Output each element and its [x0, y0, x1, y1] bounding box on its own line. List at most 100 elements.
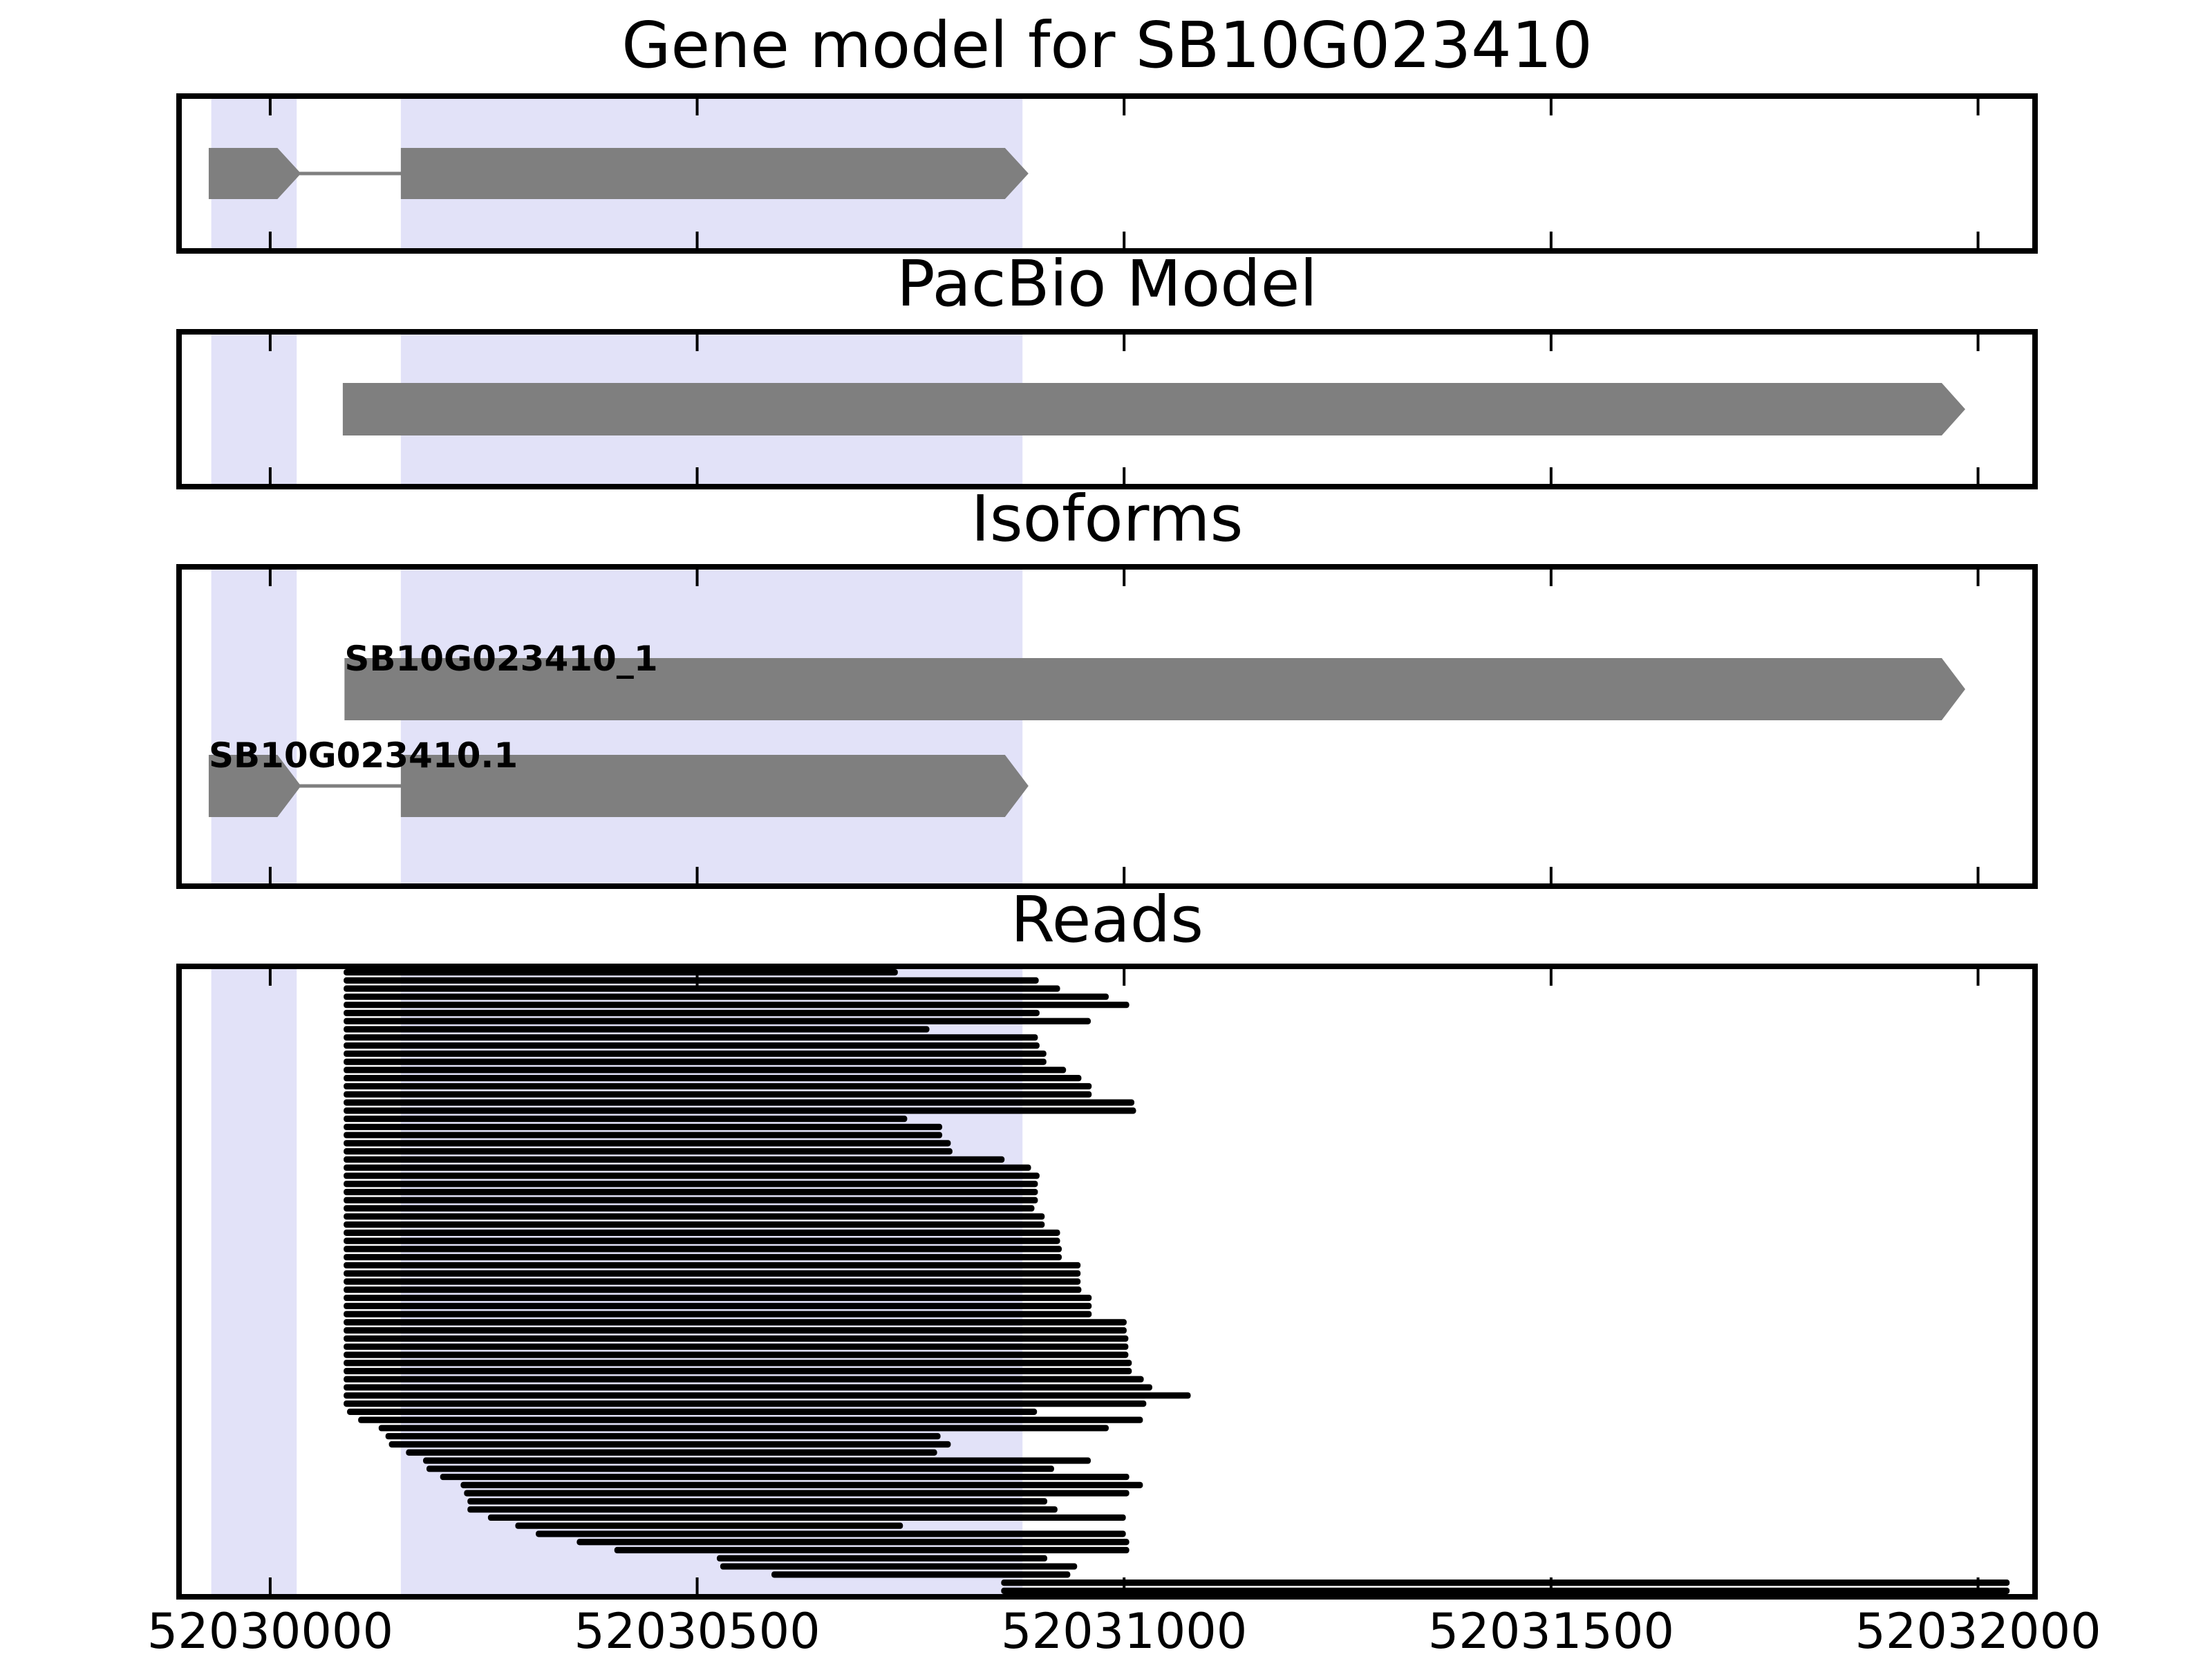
panel-reads — [176, 964, 2038, 1600]
read-bar — [344, 1400, 1147, 1407]
exon-arrow — [400, 148, 1029, 199]
read-bar — [344, 1367, 1132, 1375]
read-bar — [344, 1351, 1129, 1358]
read-bar — [406, 1449, 937, 1456]
read-bar — [464, 1490, 1130, 1497]
read-bar — [577, 1539, 1130, 1546]
read-bar — [536, 1530, 1126, 1537]
panel-title-pacbio: PacBio Model — [897, 247, 1318, 321]
read-bar — [344, 1246, 1062, 1253]
panel-title-gene-model: Gene model for SB10G023410 — [621, 8, 1593, 82]
read-bar — [344, 1140, 951, 1147]
read-bar — [388, 1441, 951, 1448]
exon-arrow — [342, 383, 1965, 435]
read-bar — [344, 1067, 1067, 1074]
panel-frame — [176, 93, 2038, 254]
read-bar — [344, 985, 1060, 992]
read-bar — [440, 1473, 1130, 1481]
read-bar — [344, 1384, 1152, 1391]
highlight-region — [211, 564, 297, 889]
exon-arrow — [208, 755, 301, 818]
x-tick-label: 52032000 — [1855, 1603, 2101, 1659]
read-bar — [344, 1229, 1060, 1236]
read-bar — [344, 969, 898, 976]
read-bar — [344, 1254, 1062, 1261]
read-bar — [771, 1571, 1071, 1578]
panel-frame — [176, 564, 2038, 889]
read-bar — [344, 1311, 1092, 1318]
read-bar — [344, 1221, 1045, 1228]
read-bar — [1001, 1587, 2010, 1594]
read-bar — [344, 1188, 1038, 1196]
isoform-label: SB10G023410_1 — [344, 639, 657, 679]
panel-frame — [176, 329, 2038, 489]
x-tick-label: 52030500 — [574, 1603, 821, 1659]
read-bar — [344, 1132, 943, 1138]
read-bar — [467, 1506, 1058, 1513]
x-tick-label: 52031000 — [1001, 1603, 1248, 1659]
read-bar — [344, 1148, 953, 1155]
exon-arrow — [208, 148, 301, 199]
read-bar — [515, 1522, 903, 1529]
read-bar — [344, 1075, 1082, 1082]
read-bar — [344, 1115, 908, 1123]
read-bar — [344, 993, 1109, 1000]
x-tick-label: 52031500 — [1427, 1603, 1674, 1659]
read-bar — [347, 1408, 1038, 1415]
read-bar — [344, 1107, 1136, 1114]
highlight-region — [400, 564, 1023, 889]
read-bar — [460, 1481, 1143, 1488]
read-bar — [344, 1018, 1091, 1024]
exon-arrow — [400, 755, 1029, 818]
read-bar — [344, 1009, 1040, 1017]
read-bar — [344, 1294, 1092, 1302]
read-bar — [344, 1123, 943, 1130]
read-bar — [344, 1286, 1082, 1293]
read-bar — [344, 1302, 1092, 1309]
read-bar — [344, 1197, 1038, 1203]
read-bar — [344, 1082, 1092, 1090]
read-bar — [344, 1002, 1130, 1009]
read-bar — [344, 1172, 1040, 1179]
read-bar — [344, 1278, 1081, 1285]
read-bar — [344, 1099, 1135, 1106]
read-bar — [344, 977, 1039, 984]
read-bar — [344, 1091, 1092, 1098]
read-bar — [344, 1327, 1127, 1334]
read-bar — [614, 1546, 1130, 1554]
panel-title-reads: Reads — [1010, 883, 1204, 957]
read-bar — [720, 1563, 1078, 1570]
read-bar — [1001, 1580, 2010, 1586]
read-bar — [344, 1360, 1132, 1367]
read-bar — [426, 1465, 1054, 1472]
highlight-region — [211, 964, 297, 1600]
read-bar — [344, 1392, 1191, 1399]
panel-gene-model — [176, 93, 2038, 254]
read-bar — [344, 1319, 1127, 1326]
read-bar — [487, 1514, 1126, 1521]
x-tick-label: 52030000 — [147, 1603, 394, 1659]
read-bar — [385, 1433, 941, 1440]
read-bar — [344, 1042, 1040, 1049]
read-bar — [344, 1205, 1035, 1212]
read-bar — [344, 1164, 1031, 1171]
read-bar — [423, 1457, 1091, 1464]
read-bar — [344, 1058, 1047, 1065]
read-bar — [467, 1498, 1048, 1505]
panel-pacbio — [176, 329, 2038, 489]
panel-title-isoforms: Isoforms — [971, 482, 1244, 556]
panel-frame — [176, 964, 2038, 1600]
read-bar — [344, 1156, 1005, 1163]
read-bar — [344, 1262, 1081, 1269]
panel-isoforms: SB10G023410_1 SB10G023410.1 — [176, 564, 2038, 889]
read-bar — [344, 1213, 1045, 1220]
read-bar — [344, 1270, 1081, 1277]
read-bar — [344, 1343, 1129, 1350]
read-bar — [344, 1237, 1060, 1244]
read-bar — [344, 1376, 1144, 1382]
read-bar — [344, 1335, 1129, 1342]
read-bar — [344, 1034, 1038, 1041]
isoform-label: SB10G023410.1 — [209, 735, 518, 776]
read-bar — [716, 1555, 1048, 1562]
